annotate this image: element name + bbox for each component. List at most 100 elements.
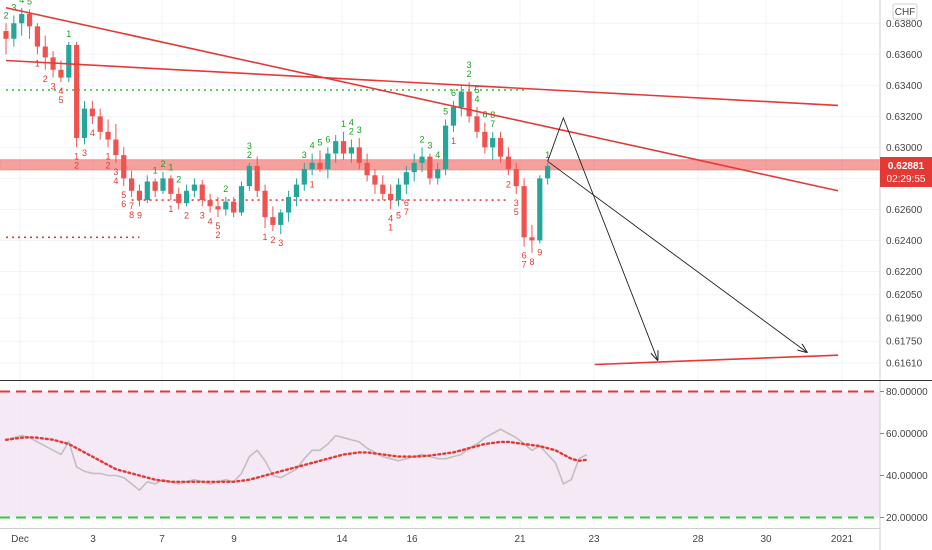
candle	[356, 138, 362, 170]
rsi-axis[interactable]: 80.00000 60.00000 40.00000 20.00000	[880, 387, 928, 524]
count-label: 8	[529, 257, 534, 267]
candle	[466, 82, 472, 123]
candle-body	[97, 116, 103, 132]
candle-body	[254, 165, 260, 191]
count-label: 2	[43, 74, 48, 84]
price-tick-label: 0.61900	[886, 313, 923, 324]
candle-body	[152, 181, 158, 191]
candle	[333, 134, 339, 163]
time-tick-label: 21	[514, 534, 526, 545]
count-label: 2	[215, 230, 220, 240]
count-label: 3	[467, 60, 472, 70]
candle-body	[388, 193, 394, 201]
candle-body	[490, 138, 496, 148]
count-label: 1	[310, 179, 315, 189]
candle	[340, 131, 347, 160]
candle	[537, 175, 543, 244]
count-label: 5	[443, 106, 448, 116]
count-label: 7	[129, 201, 134, 211]
count-label: 2	[223, 184, 228, 194]
candle	[81, 100, 88, 145]
count-label: 4	[113, 176, 118, 186]
candle	[121, 147, 127, 187]
count-label: 1	[451, 136, 456, 146]
price-tick-label: 0.62400	[886, 236, 923, 247]
candle-body	[270, 217, 276, 225]
candle-body	[11, 23, 17, 39]
candle	[482, 122, 488, 154]
candle-body	[466, 91, 472, 117]
candle	[458, 85, 464, 117]
trendlines	[5, 6, 839, 366]
candle-body	[301, 169, 307, 185]
dotted-level-layer	[6, 89, 525, 239]
candle	[278, 209, 284, 235]
candle	[168, 175, 174, 201]
count-label: 2	[247, 150, 252, 160]
flat-trendline	[5, 59, 839, 107]
candle	[191, 178, 197, 197]
count-label: 4	[474, 94, 479, 104]
candle-body	[450, 107, 457, 126]
time-tick-label: 3	[90, 534, 96, 545]
projection-arrow	[547, 160, 807, 352]
price-tick-label: 0.63400	[886, 81, 923, 92]
candle	[427, 153, 433, 185]
candle	[380, 175, 386, 201]
count-label: 1	[153, 165, 158, 175]
projection-arrow	[547, 116, 658, 360]
candle-body	[497, 138, 504, 157]
candle	[435, 162, 441, 185]
candle-body	[58, 69, 64, 78]
count-label: 2	[420, 134, 425, 144]
count-label: 4	[435, 150, 440, 160]
candle	[497, 131, 504, 163]
time-tick-label: 28	[692, 534, 704, 545]
count-label: 4	[208, 216, 213, 226]
last-price-badge: 0.62881 02:29:55	[880, 157, 932, 187]
count-label: 1	[35, 58, 40, 68]
count-label: 2	[184, 210, 189, 220]
candle	[325, 147, 331, 179]
candle	[231, 196, 237, 218]
candle-body	[529, 237, 535, 241]
count-label: 7	[490, 119, 495, 129]
count-label: 6	[482, 110, 487, 120]
candle-body	[34, 26, 40, 47]
count-label: 6	[451, 88, 456, 98]
candle	[160, 172, 166, 194]
candle-body	[19, 13, 25, 24]
candle-body	[42, 46, 48, 58]
candle-body	[231, 201, 237, 213]
candle-body	[223, 201, 229, 210]
count-label: 6	[522, 251, 527, 261]
count-label: 3	[357, 125, 362, 135]
candle-body	[176, 193, 182, 204]
candle	[348, 139, 354, 163]
candle-body	[482, 131, 488, 148]
candle-body	[246, 165, 252, 187]
candle	[246, 162, 252, 191]
candle	[505, 147, 511, 176]
currency-label[interactable]: CHF	[892, 3, 918, 20]
support-line	[594, 354, 839, 366]
candle-body	[3, 31, 9, 39]
candle-body	[113, 139, 119, 156]
candle-body	[474, 116, 480, 132]
count-label: 3	[51, 82, 56, 92]
price-tick-label: 0.63800	[886, 19, 923, 30]
count-label: 4	[310, 141, 315, 151]
rsi-tick-label: 80.00000	[886, 387, 928, 398]
count-label: 5	[215, 221, 220, 231]
rsi-signal-line	[4, 436, 589, 483]
candle-body	[443, 125, 449, 170]
time-axis[interactable]: Dec 3 7 9 14 16 21 23 28 30 2021	[11, 534, 853, 545]
candle	[545, 162, 551, 185]
candle	[403, 165, 409, 194]
count-label: 2	[270, 235, 275, 245]
count-label: 5	[317, 137, 322, 147]
count-label: 6	[325, 134, 330, 144]
candle	[19, 7, 25, 36]
count-label: 3	[514, 198, 519, 208]
candle-body	[411, 162, 417, 173]
